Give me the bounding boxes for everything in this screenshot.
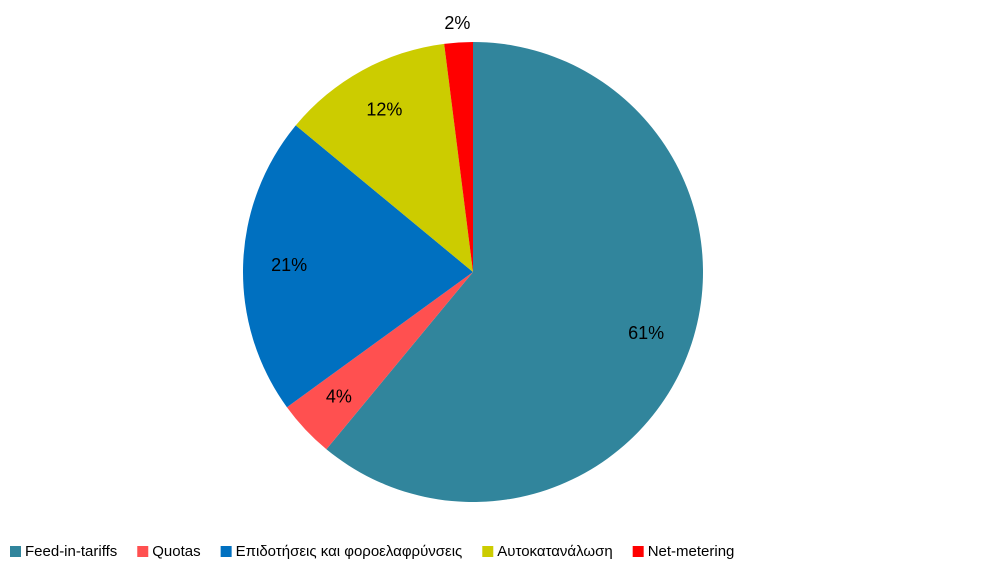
legend-label: Net-metering bbox=[648, 543, 735, 560]
pie-slice bbox=[286, 272, 473, 450]
legend-swatch bbox=[137, 546, 149, 557]
data-label: 12% bbox=[366, 100, 402, 120]
legend-swatch bbox=[482, 546, 494, 557]
legend-label: Quotas bbox=[152, 543, 200, 560]
data-label: 4% bbox=[326, 387, 352, 407]
data-label: 61% bbox=[628, 323, 664, 343]
legend-swatch bbox=[10, 546, 21, 557]
pie-slice bbox=[444, 42, 473, 272]
data-label: 2% bbox=[444, 13, 470, 33]
legend-label: Επιδοτήσεις και φοροελαφρύνσεις bbox=[236, 543, 463, 560]
legend-swatch bbox=[632, 546, 644, 557]
legend-label: Feed-in-tariffs bbox=[25, 543, 117, 560]
pie-slice bbox=[295, 43, 473, 273]
data-label: 21% bbox=[271, 255, 307, 275]
legend-swatch bbox=[220, 546, 232, 557]
pie-slice bbox=[326, 42, 704, 502]
legend-label: Αυτοκατανάλωση bbox=[497, 543, 612, 560]
pie-slice bbox=[243, 125, 473, 408]
